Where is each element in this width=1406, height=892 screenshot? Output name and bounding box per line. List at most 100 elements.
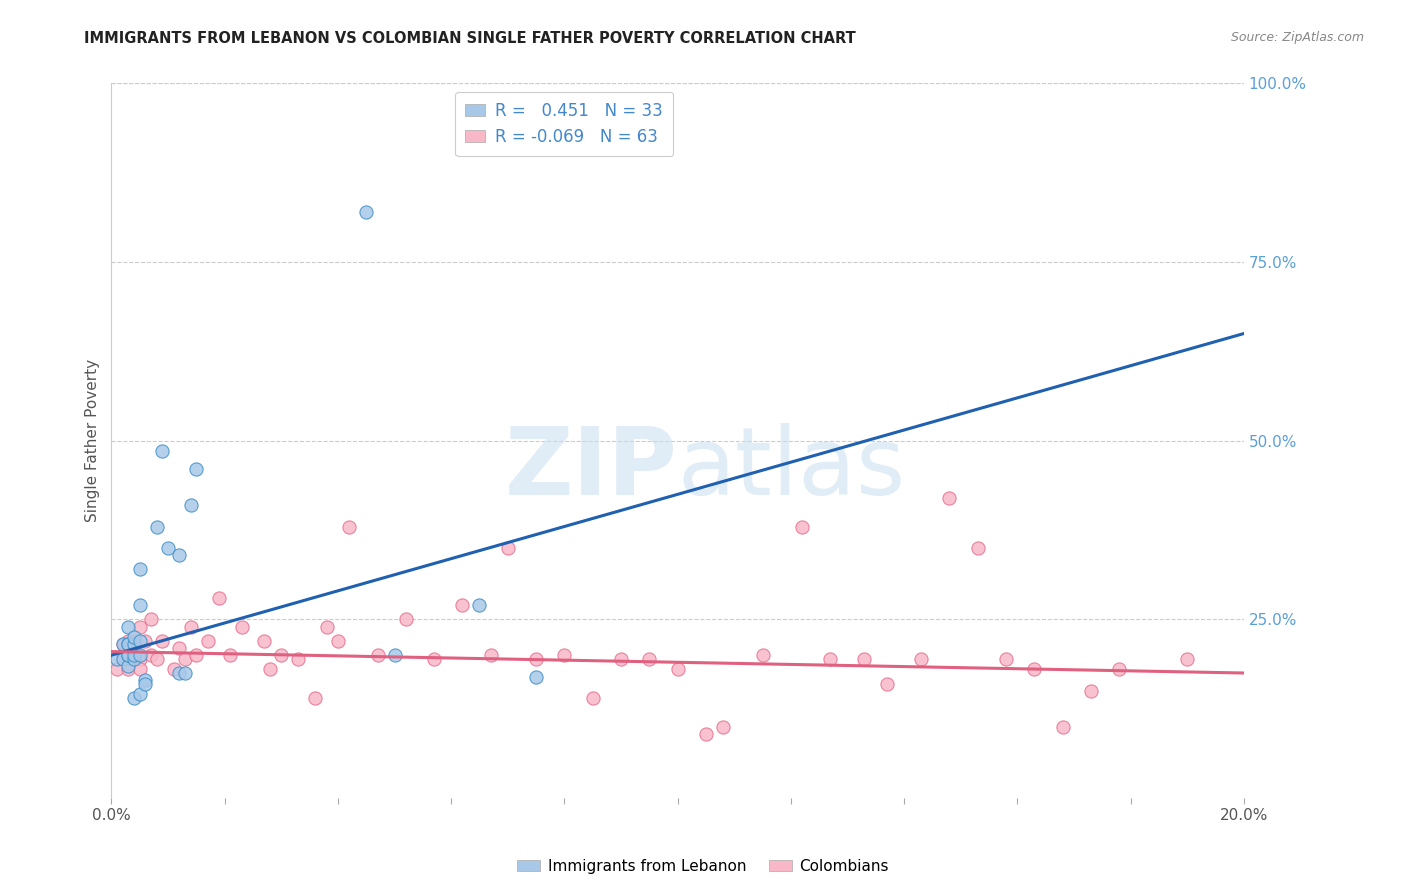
Point (117, 658, 139, 673)
Point (186, 462, 208, 476)
Point (117, 619, 139, 633)
Point (134, 677, 156, 691)
Point (122, 648, 145, 662)
Point (157, 541, 180, 555)
Point (395, 612, 418, 626)
Point (105, 662, 128, 676)
Point (384, 648, 406, 662)
Point (524, 651, 547, 665)
Point (128, 688, 150, 702)
Point (219, 648, 242, 662)
Text: Source: ZipAtlas.com: Source: ZipAtlas.com (1230, 31, 1364, 45)
Point (111, 637, 134, 651)
Point (150, 633, 173, 648)
Point (117, 633, 139, 648)
Legend: R =   0.451   N = 33, R = -0.069   N = 63: R = 0.451 N = 33, R = -0.069 N = 63 (456, 92, 673, 156)
Point (610, 651, 633, 665)
Point (117, 648, 139, 662)
Point (139, 648, 162, 662)
Point (128, 651, 150, 665)
Point (287, 651, 309, 665)
Point (180, 498, 202, 512)
Point (270, 648, 292, 662)
Point (122, 648, 145, 662)
Point (122, 630, 145, 644)
Legend: Immigrants from Lebanon, Colombians: Immigrants from Lebanon, Colombians (510, 853, 896, 880)
Point (169, 640, 191, 655)
Point (145, 519, 167, 533)
Point (582, 691, 605, 706)
Point (122, 651, 145, 665)
Point (231, 619, 253, 633)
Text: IMMIGRANTS FROM LEBANON VS COLOMBIAN SINGLE FATHER POVERTY CORRELATION CHART: IMMIGRANTS FROM LEBANON VS COLOMBIAN SIN… (84, 31, 856, 46)
Point (169, 665, 191, 680)
Point (128, 662, 150, 676)
Point (553, 648, 575, 662)
Point (128, 562, 150, 576)
Point (479, 648, 502, 662)
Point (128, 619, 150, 633)
Point (1108, 662, 1130, 676)
Point (174, 665, 197, 680)
Point (695, 727, 717, 741)
Point (792, 519, 814, 533)
Y-axis label: Single Father Poverty: Single Father Poverty (86, 359, 100, 523)
Point (1024, 662, 1046, 676)
Point (117, 637, 139, 651)
Point (638, 651, 661, 665)
Point (496, 541, 519, 555)
Point (111, 637, 134, 651)
Point (122, 691, 145, 706)
Text: ZIP: ZIP (505, 424, 678, 516)
Point (666, 662, 689, 676)
Point (122, 633, 145, 648)
Point (910, 651, 932, 665)
Point (253, 633, 276, 648)
Point (354, 205, 377, 219)
Point (1175, 651, 1198, 665)
Point (966, 541, 988, 555)
Point (259, 662, 281, 676)
Point (105, 651, 128, 665)
Point (197, 633, 219, 648)
Point (117, 637, 139, 651)
Point (117, 662, 139, 676)
Point (208, 591, 231, 605)
Point (751, 648, 773, 662)
Point (1052, 720, 1074, 734)
Point (337, 519, 360, 533)
Point (315, 619, 337, 633)
Point (128, 598, 150, 612)
Point (122, 640, 145, 655)
Point (111, 651, 134, 665)
Point (367, 648, 389, 662)
Point (853, 651, 876, 665)
Point (186, 648, 208, 662)
Point (128, 633, 150, 648)
Point (111, 648, 134, 662)
Point (169, 548, 191, 562)
Point (451, 598, 474, 612)
Point (468, 598, 491, 612)
Point (711, 720, 734, 734)
Point (180, 619, 202, 633)
Point (938, 491, 960, 505)
Point (524, 669, 547, 683)
Point (117, 648, 139, 662)
Text: atlas: atlas (678, 424, 905, 516)
Point (128, 648, 150, 662)
Point (994, 651, 1017, 665)
Point (117, 651, 139, 665)
Point (150, 444, 173, 458)
Point (163, 662, 186, 676)
Point (134, 633, 156, 648)
Point (326, 633, 349, 648)
Point (876, 677, 898, 691)
Point (174, 651, 197, 665)
Point (122, 637, 145, 651)
Point (304, 691, 326, 706)
Point (423, 651, 446, 665)
Point (134, 673, 156, 688)
Point (122, 651, 145, 665)
Point (1080, 684, 1102, 698)
